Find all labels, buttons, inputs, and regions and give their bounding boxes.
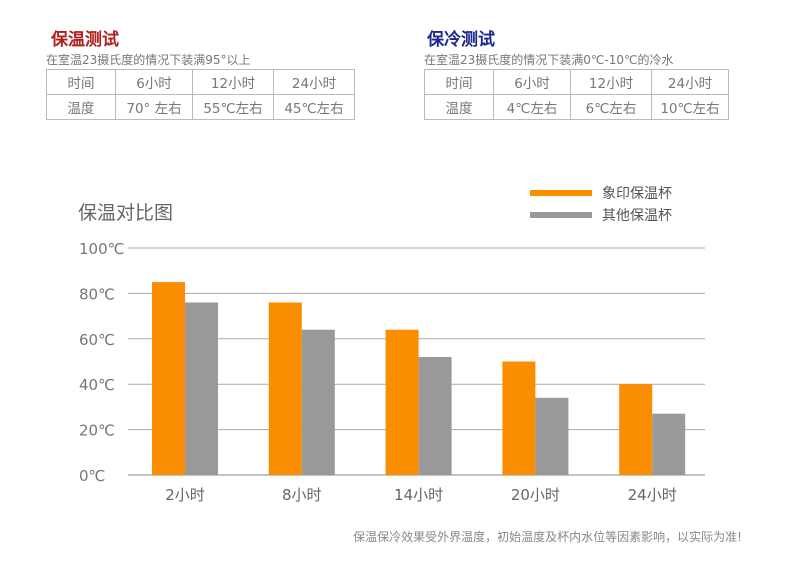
hot-test-title: 保温测试 (51, 30, 119, 50)
y-tick-label: 0℃ (79, 467, 105, 485)
hot-header-cell: 24小时 (273, 69, 355, 95)
cold-test-block: 保冷测试 在室温23摄氏度的情况下装满0℃-10℃的冷水 时间 6小时 12小时… (424, 30, 729, 120)
y-tick-label: 60℃ (79, 331, 115, 349)
cold-value-cell: 温度 (424, 94, 494, 120)
hot-value-cell: 45℃左右 (273, 94, 355, 120)
bar-zojirushi-5 (619, 384, 653, 475)
x-tick-label: 2小时 (165, 486, 205, 504)
cold-value-cell: 4℃左右 (493, 94, 571, 120)
disclaimer-note: 保温保冷效果受外界温度，初始温度及杯内水位等因素影响，以实际为准! (353, 530, 742, 544)
cold-value-cell: 6℃左右 (570, 94, 652, 120)
legend-label-1: 象印保温杯 (602, 186, 672, 202)
hot-header-cell: 12小时 (192, 69, 274, 95)
cold-table-value-row: 温度 4℃左右 6℃左右 10℃左右 (424, 94, 729, 120)
bar-zojirushi-3 (385, 329, 419, 475)
x-tick-label: 24小时 (628, 486, 677, 504)
hot-value-cell: 55℃左右 (192, 94, 274, 120)
cold-test-table: 时间 6小时 12小时 24小时 温度 4℃左右 6℃左右 10℃左右 (424, 69, 729, 120)
y-tick-label: 20℃ (79, 422, 115, 440)
hot-test-block: 保温测试 在室温23摄氏度的情况下装满95°以上 时间 6小时 12小时 24小… (46, 30, 355, 120)
bar-other-3 (418, 356, 452, 475)
chart-title: 保温对比图 (78, 202, 173, 224)
hot-header-cell: 时间 (46, 69, 116, 95)
bar-other-5 (652, 413, 686, 475)
x-tick-label: 8小时 (282, 486, 322, 504)
cold-header-cell: 12小时 (570, 69, 652, 95)
x-tick-label: 20小时 (511, 486, 560, 504)
hot-value-cell: 温度 (46, 94, 116, 120)
legend-label-2: 其他保温杯 (602, 208, 672, 224)
y-tick-label: 80℃ (79, 285, 115, 303)
cold-header-cell: 24小时 (651, 69, 729, 95)
bar-zojirushi-4 (502, 361, 536, 475)
cold-test-title: 保冷测试 (427, 30, 495, 50)
hot-test-table: 时间 6小时 12小时 24小时 温度 70° 左右 55℃左右 45℃左右 (46, 69, 355, 120)
hot-test-desc: 在室温23摄氏度的情况下装满95°以上 (46, 53, 251, 67)
hot-value-cell: 70° 左右 (115, 94, 193, 120)
bar-other-4 (535, 397, 569, 475)
cold-test-desc: 在室温23摄氏度的情况下装满0℃-10℃的冷水 (424, 53, 674, 67)
cold-value-cell: 10℃左右 (651, 94, 729, 120)
bar-other-1 (185, 302, 218, 475)
bar-other-2 (301, 329, 335, 475)
bar-zojirushi-1 (152, 282, 185, 475)
y-tick-label: 100℃ (79, 240, 124, 258)
cold-table-header-row: 时间 6小时 12小时 24小时 (424, 69, 729, 95)
x-tick-label: 14小时 (394, 486, 443, 504)
bar-zojirushi-2 (268, 302, 302, 475)
legend-swatch-1 (530, 190, 592, 196)
y-tick-label: 40℃ (79, 376, 115, 394)
hot-table-header-row: 时间 6小时 12小时 24小时 (46, 69, 355, 95)
hot-table-value-row: 温度 70° 左右 55℃左右 45℃左右 (46, 94, 355, 120)
cold-header-cell: 时间 (424, 69, 494, 95)
legend-swatch-2 (530, 212, 592, 218)
